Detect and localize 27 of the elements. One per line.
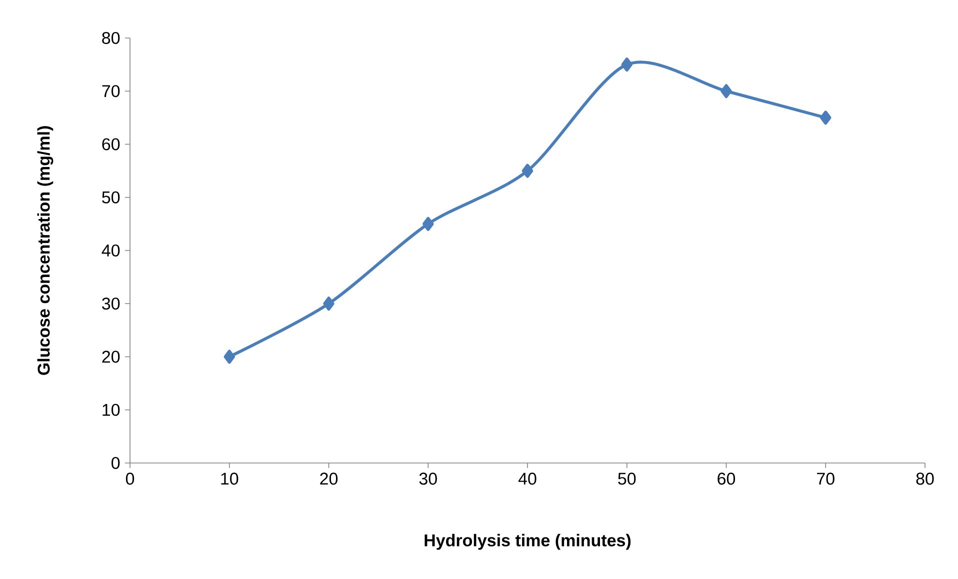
y-tick-label: 0 (112, 456, 120, 470)
x-tick-label: 0 (126, 472, 134, 485)
point (621, 58, 633, 72)
point (720, 84, 732, 98)
y-tick-label: 60 (102, 138, 120, 150)
x-tick-label: 50 (618, 472, 636, 485)
y-tick-label: 80 (102, 32, 120, 44)
y-axis-title: Glucose concentration (mg/ml) (37, 126, 54, 375)
x-tick-label: 80 (916, 472, 934, 485)
point (323, 296, 334, 311)
y-tick-label: 70 (102, 85, 120, 98)
y-tick-label: 20 (102, 350, 120, 363)
x-tick-label: 60 (718, 472, 736, 485)
x-tick-label: 10 (221, 472, 238, 485)
x-tick-label: 40 (518, 472, 536, 485)
x-axis-title: Hydrolysis time (minutes) (424, 534, 631, 550)
x-tick-label: 30 (419, 472, 437, 485)
x-tick-label: 70 (817, 472, 834, 485)
point (422, 216, 434, 231)
point (820, 110, 832, 125)
y-tick-label: 10 (102, 404, 120, 416)
y-tick-label: 50 (102, 191, 120, 204)
y-tick-label: 30 (102, 298, 120, 310)
y-tick-label: 40 (102, 244, 120, 257)
x-tick-label: 20 (320, 472, 338, 485)
point (522, 164, 534, 178)
point (224, 350, 236, 364)
